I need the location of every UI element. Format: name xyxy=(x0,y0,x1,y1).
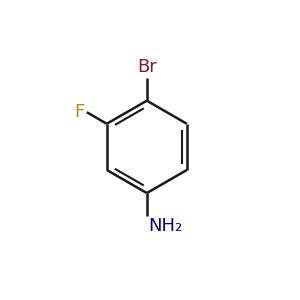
Text: F: F xyxy=(74,103,85,121)
Text: NH₂: NH₂ xyxy=(148,217,182,235)
Text: Br: Br xyxy=(137,58,157,76)
